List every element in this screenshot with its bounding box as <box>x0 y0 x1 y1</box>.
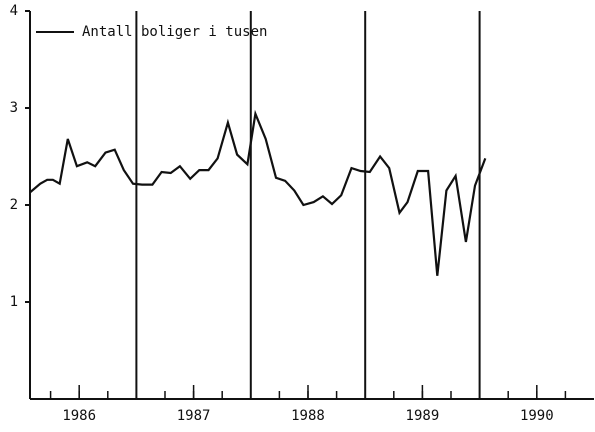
x-tick-label: 1988 <box>291 408 325 424</box>
y-tick-label: 2 <box>10 197 18 213</box>
y-tick-label: 1 <box>10 294 18 310</box>
legend-label: Antall boliger i tusen <box>82 24 267 40</box>
data-line <box>29 109 487 276</box>
x-tick-label: 1989 <box>406 408 440 424</box>
x-tick-label: 1990 <box>520 408 554 424</box>
x-tick-label: 1986 <box>62 408 96 424</box>
y-tick-label: 3 <box>10 100 18 116</box>
x-tick-label: 1987 <box>177 408 211 424</box>
y-tick-label: 4 <box>10 3 18 19</box>
